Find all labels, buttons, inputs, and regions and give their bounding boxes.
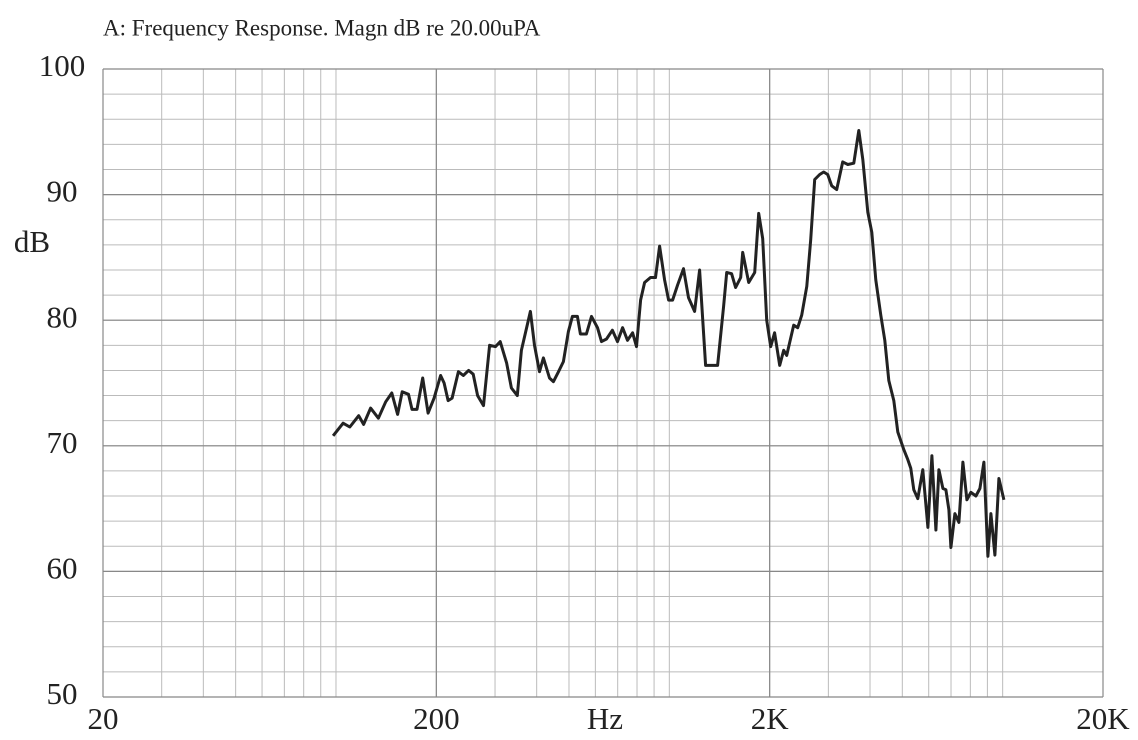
y-tick-label: 50: [47, 676, 78, 711]
response-line: [331, 129, 1006, 558]
x-axis-label: Hz: [587, 701, 623, 736]
y-tick-label: 60: [47, 551, 78, 586]
y-tick-label: 90: [47, 174, 78, 209]
x-tick-label: 200: [413, 701, 460, 736]
y-tick-label: 80: [47, 299, 78, 334]
x-tick-label: 2K: [751, 701, 790, 736]
y-axis-label: dB: [14, 224, 50, 259]
y-tick-label: 70: [47, 425, 78, 460]
x-tick-label: 20: [88, 701, 119, 736]
y-tick-label: 100: [39, 48, 86, 83]
x-tick-label: 20K: [1076, 701, 1130, 736]
chart-title: A: Frequency Response. Magn dB re 20.00u…: [103, 15, 541, 40]
